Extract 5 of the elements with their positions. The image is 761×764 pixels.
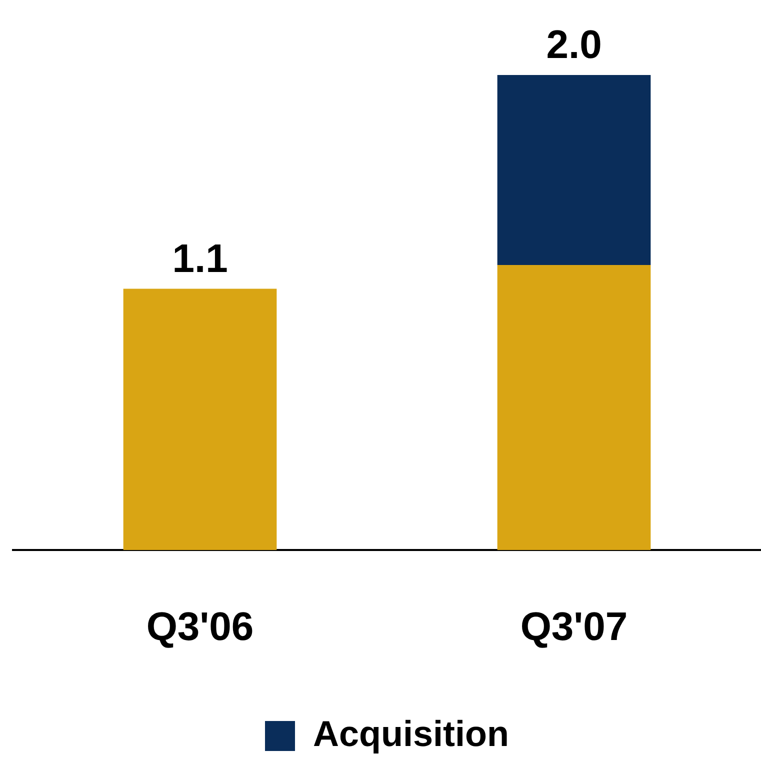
- x-tick-label: Q3'07: [520, 605, 628, 650]
- data-label: 1.1: [172, 236, 228, 281]
- x-tick-label: Q3'06: [146, 605, 254, 650]
- legend-label: Acquisition: [313, 712, 509, 754]
- total-label: 2.0: [546, 23, 602, 68]
